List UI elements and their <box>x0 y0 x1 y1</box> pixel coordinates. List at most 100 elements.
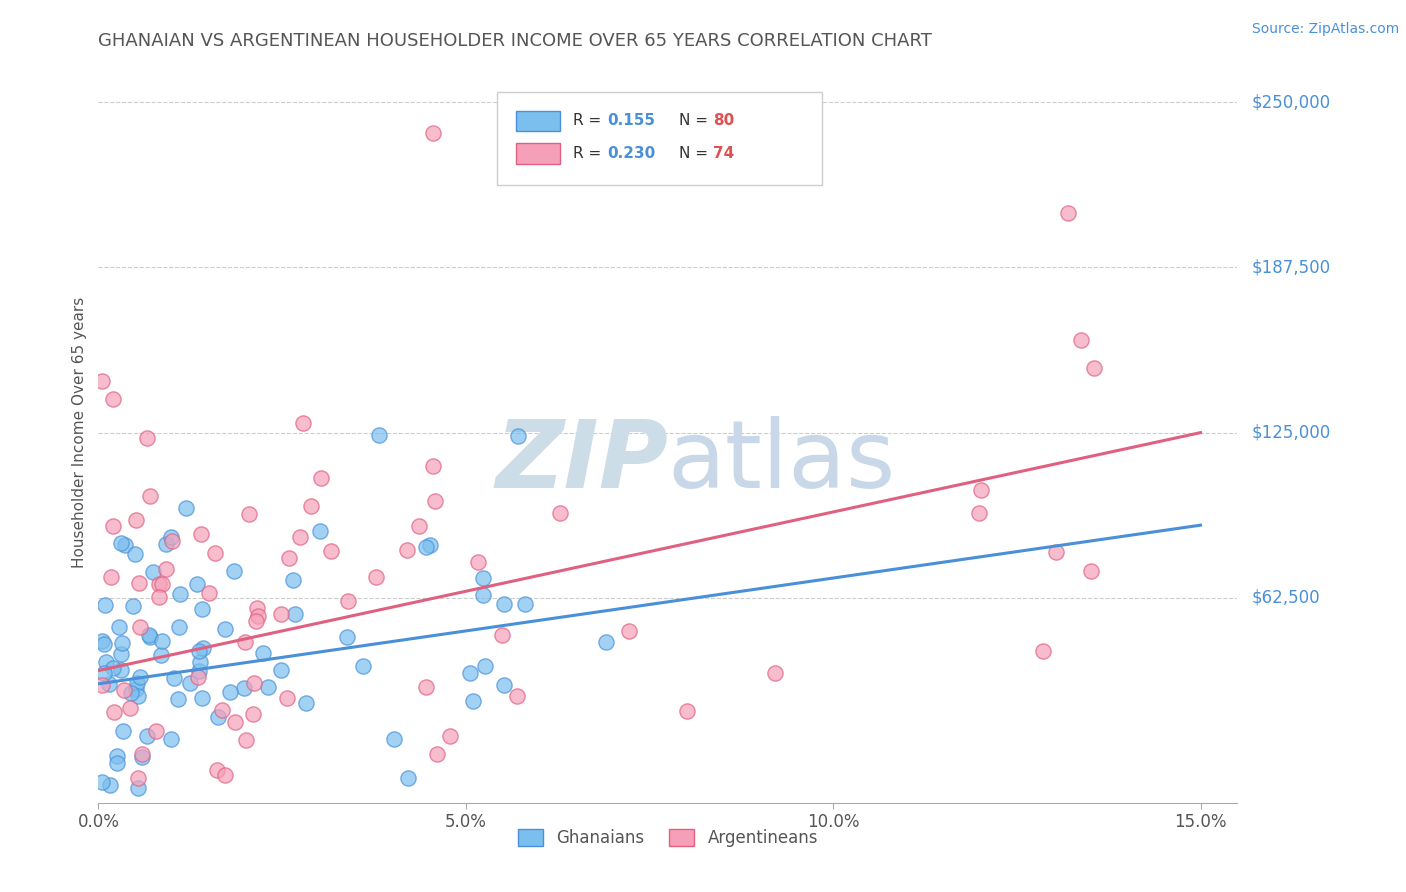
Point <box>93 637 115 651</box>
Point <box>120 700 142 714</box>
Point <box>122 599 145 613</box>
Point <box>91 374 114 388</box>
Point <box>366 569 388 583</box>
Point <box>100 570 122 584</box>
Point <box>145 724 167 739</box>
Point <box>214 768 236 782</box>
Point <box>112 809 135 823</box>
Point <box>105 756 128 770</box>
Point <box>235 732 257 747</box>
Point <box>439 730 461 744</box>
Point <box>150 633 173 648</box>
Point <box>458 665 481 680</box>
Point <box>128 575 150 590</box>
Point <box>492 678 515 692</box>
Point <box>155 561 177 575</box>
Text: R =: R = <box>574 146 606 161</box>
Point <box>214 622 236 636</box>
Point <box>127 689 149 703</box>
Point <box>114 538 136 552</box>
Point <box>281 573 304 587</box>
Point <box>969 506 991 520</box>
Point <box>224 715 246 730</box>
Point <box>415 540 437 554</box>
Point <box>111 636 134 650</box>
Point <box>169 586 191 600</box>
Point <box>103 705 125 719</box>
Text: Source: ZipAtlas.com: Source: ZipAtlas.com <box>1251 22 1399 37</box>
Point <box>548 506 571 520</box>
Point <box>98 778 121 792</box>
Point <box>408 519 430 533</box>
Point <box>242 676 264 690</box>
Point <box>246 600 269 615</box>
Point <box>252 646 274 660</box>
Point <box>101 661 124 675</box>
Point <box>163 671 186 685</box>
Point <box>513 597 536 611</box>
Point <box>124 547 146 561</box>
Point <box>233 635 256 649</box>
Point <box>132 809 155 823</box>
Point <box>276 690 298 705</box>
Point <box>1083 361 1105 376</box>
Point <box>188 655 211 669</box>
Point <box>245 614 267 628</box>
Point <box>148 577 170 591</box>
Point <box>111 724 134 739</box>
Bar <box>516 143 560 164</box>
Point <box>270 607 292 621</box>
Point <box>159 731 181 746</box>
Point <box>186 576 208 591</box>
Point <box>131 750 153 764</box>
Point <box>396 772 419 786</box>
Point <box>94 655 117 669</box>
Point <box>284 607 307 621</box>
Point <box>138 628 160 642</box>
Point <box>91 775 114 789</box>
Point <box>207 763 229 777</box>
Point <box>337 594 360 608</box>
Point <box>139 489 162 503</box>
Point <box>110 663 132 677</box>
Point <box>219 684 242 698</box>
Point <box>309 471 332 485</box>
Point <box>94 598 117 612</box>
Point <box>508 429 530 443</box>
Point <box>128 670 150 684</box>
Point <box>125 681 148 696</box>
Point <box>419 538 441 552</box>
Point <box>204 545 226 559</box>
Point <box>619 624 641 638</box>
Point <box>207 710 229 724</box>
Text: N =: N = <box>679 113 713 128</box>
Text: atlas: atlas <box>668 417 896 508</box>
Point <box>128 620 150 634</box>
Point <box>277 551 299 566</box>
Point <box>423 493 446 508</box>
Text: N =: N = <box>679 146 713 161</box>
Point <box>148 590 170 604</box>
Point <box>474 659 496 673</box>
Point <box>970 483 993 497</box>
Point <box>198 586 221 600</box>
Point <box>288 530 311 544</box>
Point <box>336 630 359 644</box>
Point <box>309 524 332 538</box>
Point <box>108 620 131 634</box>
Point <box>492 597 515 611</box>
Point <box>125 513 148 527</box>
Text: $250,000: $250,000 <box>1251 93 1330 112</box>
Point <box>467 555 489 569</box>
Text: 0.230: 0.230 <box>607 146 655 161</box>
Point <box>188 664 211 678</box>
Point <box>110 647 132 661</box>
Point <box>150 576 173 591</box>
Point <box>247 609 270 624</box>
Point <box>135 431 157 445</box>
Point <box>270 664 292 678</box>
Point <box>91 634 114 648</box>
Y-axis label: Householder Income Over 65 years: Householder Income Over 65 years <box>72 297 87 568</box>
Point <box>101 518 124 533</box>
Point <box>676 704 699 718</box>
